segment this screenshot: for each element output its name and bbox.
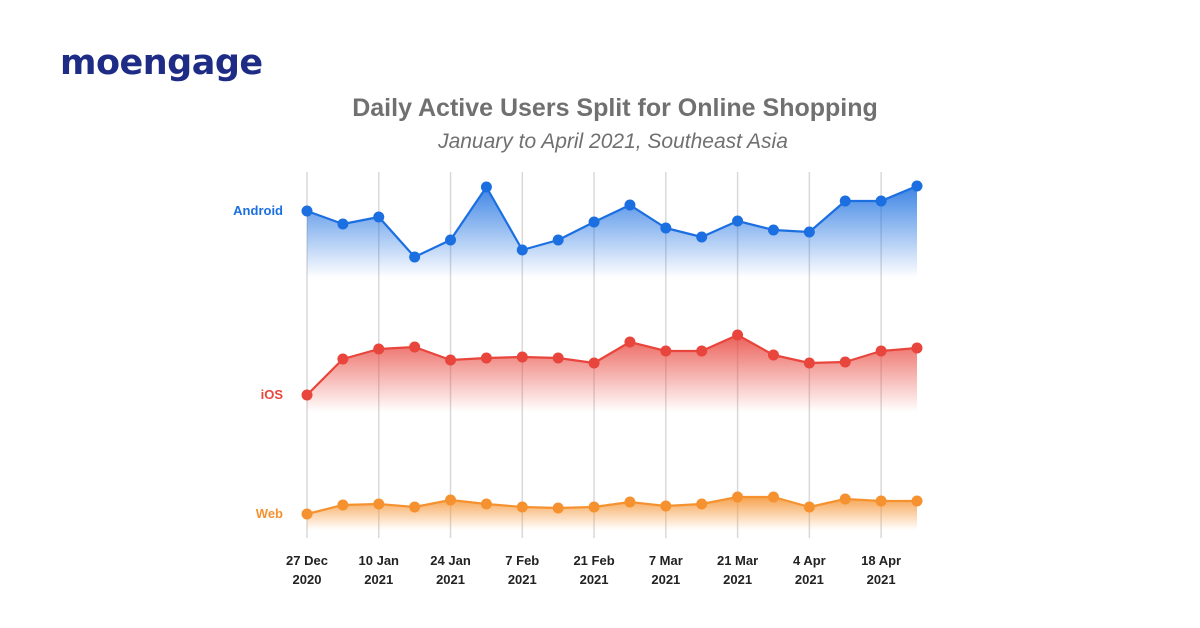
x-tick-label: 18 Apr [861, 553, 901, 568]
android-point [660, 222, 672, 234]
x-tick-label: 7 Feb [505, 553, 539, 568]
web-point [516, 501, 528, 513]
x-axis-ticks: 27 Dec 2020 10 Jan 2021 24 Jan 2021 7 Feb 2021 2… [286, 553, 901, 587]
android-point [767, 224, 779, 236]
ios-point [516, 351, 528, 363]
ios-point [445, 354, 457, 366]
android-point [839, 195, 851, 207]
web-point [624, 496, 636, 508]
web-point [839, 493, 851, 505]
ios-point [696, 345, 708, 357]
ios-series-label: iOS [261, 387, 284, 402]
ios-area [307, 335, 917, 412]
x-tick-year: 2021 [364, 572, 393, 587]
web-point [552, 502, 564, 514]
android-point [552, 234, 564, 246]
android-point [875, 195, 887, 207]
x-tick-year: 2021 [580, 572, 609, 587]
android-point [445, 234, 457, 246]
x-tick-label: 10 Jan [359, 553, 400, 568]
web-point [373, 498, 385, 510]
x-tick-label: 4 Apr [793, 553, 826, 568]
web-point [767, 491, 779, 503]
ios-point [660, 345, 672, 357]
web-point [588, 501, 600, 513]
x-tick-year: 2021 [508, 572, 537, 587]
android-point [301, 205, 313, 217]
web-point [480, 498, 492, 510]
x-tick-year: 2021 [651, 572, 680, 587]
ios-point [767, 349, 779, 361]
x-tick-label: 7 Mar [649, 553, 683, 568]
ios-point [875, 345, 887, 357]
ios-point [588, 357, 600, 369]
x-tick-label: 21 Feb [573, 553, 614, 568]
x-tick-label: 24 Jan [430, 553, 471, 568]
x-tick-year: 2021 [723, 572, 752, 587]
ios-point [732, 329, 744, 341]
x-tick-year: 2021 [867, 572, 896, 587]
data-points [301, 180, 923, 520]
web-point [301, 508, 313, 520]
ios-point [337, 353, 349, 365]
android-point [624, 199, 636, 211]
x-tick-year: 2021 [436, 572, 465, 587]
web-point [660, 500, 672, 512]
web-point [337, 499, 349, 511]
android-series-label: Android [233, 203, 283, 218]
x-tick-label: 27 Dec [286, 553, 328, 568]
ios-point [373, 343, 385, 355]
series-lines [306, 184, 918, 516]
x-tick-year: 2021 [795, 572, 824, 587]
web-point [696, 498, 708, 510]
ios-point [301, 389, 313, 401]
android-point [803, 226, 815, 238]
android-point [732, 215, 744, 227]
ios-point [624, 336, 636, 348]
web-series-label: Web [256, 506, 283, 521]
web-point [911, 495, 923, 507]
android-line [306, 184, 918, 259]
moengage-logo: moengage [60, 43, 263, 83]
web-point [409, 501, 421, 513]
ios-point [480, 352, 492, 364]
web-point [732, 491, 744, 503]
android-point [409, 251, 421, 263]
web-point [803, 501, 815, 513]
area-fills [307, 186, 917, 530]
ios-line [306, 333, 918, 396]
android-point [588, 216, 600, 228]
chart-subtitle: January to April 2021, Southeast Asia [438, 130, 788, 153]
ios-point [839, 356, 851, 368]
android-point [337, 218, 349, 230]
chart-title: Daily Active Users Split for Online Shop… [352, 94, 878, 122]
android-point [911, 180, 923, 192]
android-point [516, 244, 528, 256]
android-point [373, 211, 385, 223]
android-area [307, 186, 917, 278]
web-point [875, 495, 887, 507]
series-labels: Android iOS Web [233, 203, 283, 521]
ios-point [911, 342, 923, 354]
x-tick-label: 21 Mar [717, 553, 758, 568]
ios-point [409, 341, 421, 353]
web-area [307, 497, 917, 530]
android-point [480, 181, 492, 193]
ios-point [552, 352, 564, 364]
web-point [445, 494, 457, 506]
ios-point [803, 357, 815, 369]
android-point [696, 231, 708, 243]
x-tick-year: 2020 [293, 572, 322, 587]
web-line [306, 495, 917, 516]
